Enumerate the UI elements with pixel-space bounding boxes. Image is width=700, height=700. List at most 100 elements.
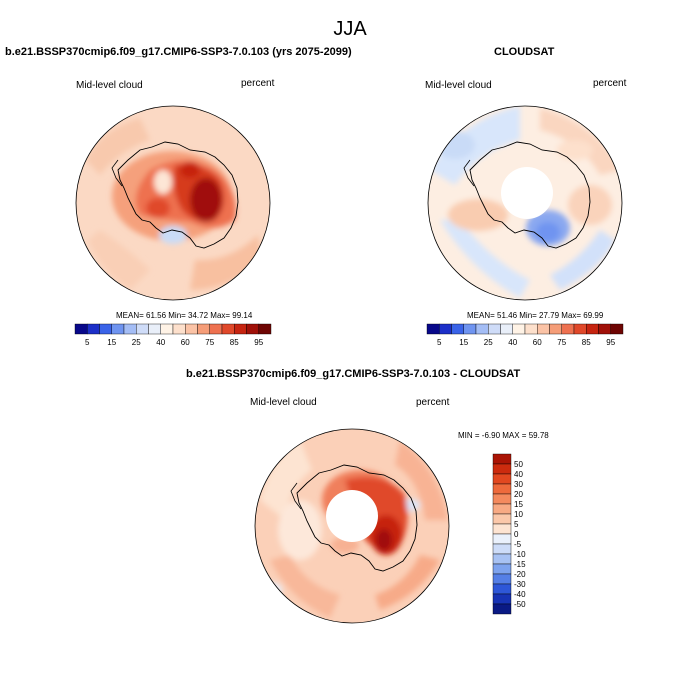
colorbar-tick-label: -50 <box>514 600 526 609</box>
colorbar-obs: 5 15 25 40 60 75 85 95 <box>426 323 624 347</box>
page-title: JJA <box>333 18 367 40</box>
colorbar-tick-label: 40 <box>156 338 165 347</box>
colorbar-swatch <box>136 323 149 335</box>
colorbar-tick-label: 75 <box>557 338 566 347</box>
colorbar-tick-label: 15 <box>459 338 468 347</box>
colorbar-swatch <box>111 323 125 335</box>
map-diff-border <box>254 428 450 624</box>
colorbar-swatch <box>148 323 161 335</box>
colorbar-swatch <box>524 323 538 335</box>
panel-diff-variable-label: Mid-level cloud <box>250 397 317 408</box>
panel-model-title: b.e21.BSSP370cmip6.f09_g17.CMIP6-SSP3-7.… <box>5 46 352 58</box>
colorbar-swatch <box>598 323 611 335</box>
colorbar-swatch <box>426 323 440 335</box>
colorbar-tick-label: -15 <box>514 560 526 569</box>
colorbar-swatch <box>610 323 624 335</box>
colorbar-tick-label: -20 <box>514 570 526 579</box>
map-obs <box>428 106 622 300</box>
panel-diff-stats: MIN = -6.90 MAX = 59.78 <box>458 431 549 440</box>
colorbar-swatch <box>99 323 112 335</box>
colorbar-swatch <box>512 323 526 335</box>
panel-model-stats: MEAN= 61.56 Min= 34.72 Max= 99.14 <box>116 311 253 320</box>
colorbar-swatch <box>451 323 464 335</box>
colorbar-swatch <box>185 323 198 335</box>
colorbar-tick-label: 15 <box>107 338 116 347</box>
colorbar-tick-label: 5 <box>514 520 519 529</box>
colorbar-tick-label: 50 <box>514 460 523 469</box>
colorbar-swatch <box>492 493 512 505</box>
colorbar-swatch <box>492 553 512 565</box>
colorbar-swatch <box>475 323 489 335</box>
panel-obs-title: CLOUDSAT <box>494 46 555 58</box>
colorbar-swatch <box>221 323 235 335</box>
colorbar-swatch <box>492 583 512 595</box>
colorbar-tick-label: 30 <box>514 480 523 489</box>
colorbar-tick-label: 40 <box>514 470 523 479</box>
panel-diff-units-label: percent <box>416 397 450 408</box>
colorbar-swatch <box>234 323 247 335</box>
colorbar-tick-label: 60 <box>181 338 190 347</box>
colorbar-swatch <box>160 323 174 335</box>
colorbar-swatch <box>500 323 513 335</box>
colorbar-swatch <box>488 323 501 335</box>
colorbar-tick-label: 5 <box>437 338 442 347</box>
map-diff-no-data-hole <box>326 490 378 542</box>
antarctica-coastline <box>117 141 239 249</box>
map-model <box>76 106 270 300</box>
colorbar-swatch <box>74 323 88 335</box>
panel-model-variable-label: Mid-level cloud <box>76 80 143 91</box>
map-diff <box>255 429 449 623</box>
colorbar-model: 5 15 25 40 60 75 85 95 <box>74 323 272 347</box>
antarctica-coastline <box>469 141 591 249</box>
colorbar-swatch <box>439 323 452 335</box>
colorbar-swatch <box>492 603 512 615</box>
panel-obs-units-label: percent <box>593 78 627 89</box>
colorbar-tick-label: 10 <box>514 510 523 519</box>
colorbar-swatch <box>492 473 512 485</box>
panel-obs-stats: MEAN= 51.46 Min= 27.79 Max= 69.99 <box>467 311 604 320</box>
colorbar-tick-label: 85 <box>582 338 591 347</box>
colorbar-tick-label: -40 <box>514 590 526 599</box>
colorbar-swatch <box>492 463 512 475</box>
map-obs-no-data-hole <box>501 167 553 219</box>
colorbar-swatch <box>492 513 512 525</box>
colorbar-tick-label: -30 <box>514 580 526 589</box>
colorbar-tick-label: 15 <box>514 500 523 509</box>
panel-obs-variable-label: Mid-level cloud <box>425 80 492 91</box>
colorbar-tick-label: -5 <box>514 540 522 549</box>
panel-diff-title: b.e21.BSSP370cmip6.f09_g17.CMIP6-SSP3-7.… <box>186 368 521 380</box>
colorbar-swatch <box>549 323 562 335</box>
colorbar-tick-label: 85 <box>230 338 239 347</box>
colorbar-tick-label: 75 <box>205 338 214 347</box>
colorbar-swatch <box>87 323 100 335</box>
colorbar-swatch <box>492 543 512 555</box>
antarctica-coastline <box>296 464 418 572</box>
colorbar-swatch <box>123 323 137 335</box>
colorbar-tick-label: 60 <box>533 338 542 347</box>
colorbar-tick-label: 25 <box>484 338 493 347</box>
colorbar-tick-label: 95 <box>254 338 263 347</box>
colorbar-tick-label: 0 <box>514 530 519 539</box>
colorbar-swatch <box>492 503 512 515</box>
colorbar-swatch <box>172 323 186 335</box>
colorbar-swatch <box>197 323 210 335</box>
colorbar-tick-label: -10 <box>514 550 526 559</box>
colorbar-swatch <box>492 593 512 605</box>
colorbar-swatch <box>573 323 587 335</box>
map-model-border <box>75 105 271 301</box>
colorbar-tick-label: 40 <box>508 338 517 347</box>
colorbar-swatch <box>586 323 599 335</box>
colorbar-swatch <box>561 323 575 335</box>
colorbar-swatch <box>258 323 272 335</box>
colorbar-tick-label: 25 <box>132 338 141 347</box>
colorbar-swatch <box>492 573 512 585</box>
colorbar-swatch <box>209 323 223 335</box>
colorbar-swatch <box>492 533 512 545</box>
panel-model-units-label: percent <box>241 78 275 89</box>
colorbar-swatch <box>537 323 550 335</box>
colorbar-swatch <box>463 323 477 335</box>
colorbar-swatch <box>492 563 512 575</box>
colorbar-swatch <box>492 453 512 465</box>
